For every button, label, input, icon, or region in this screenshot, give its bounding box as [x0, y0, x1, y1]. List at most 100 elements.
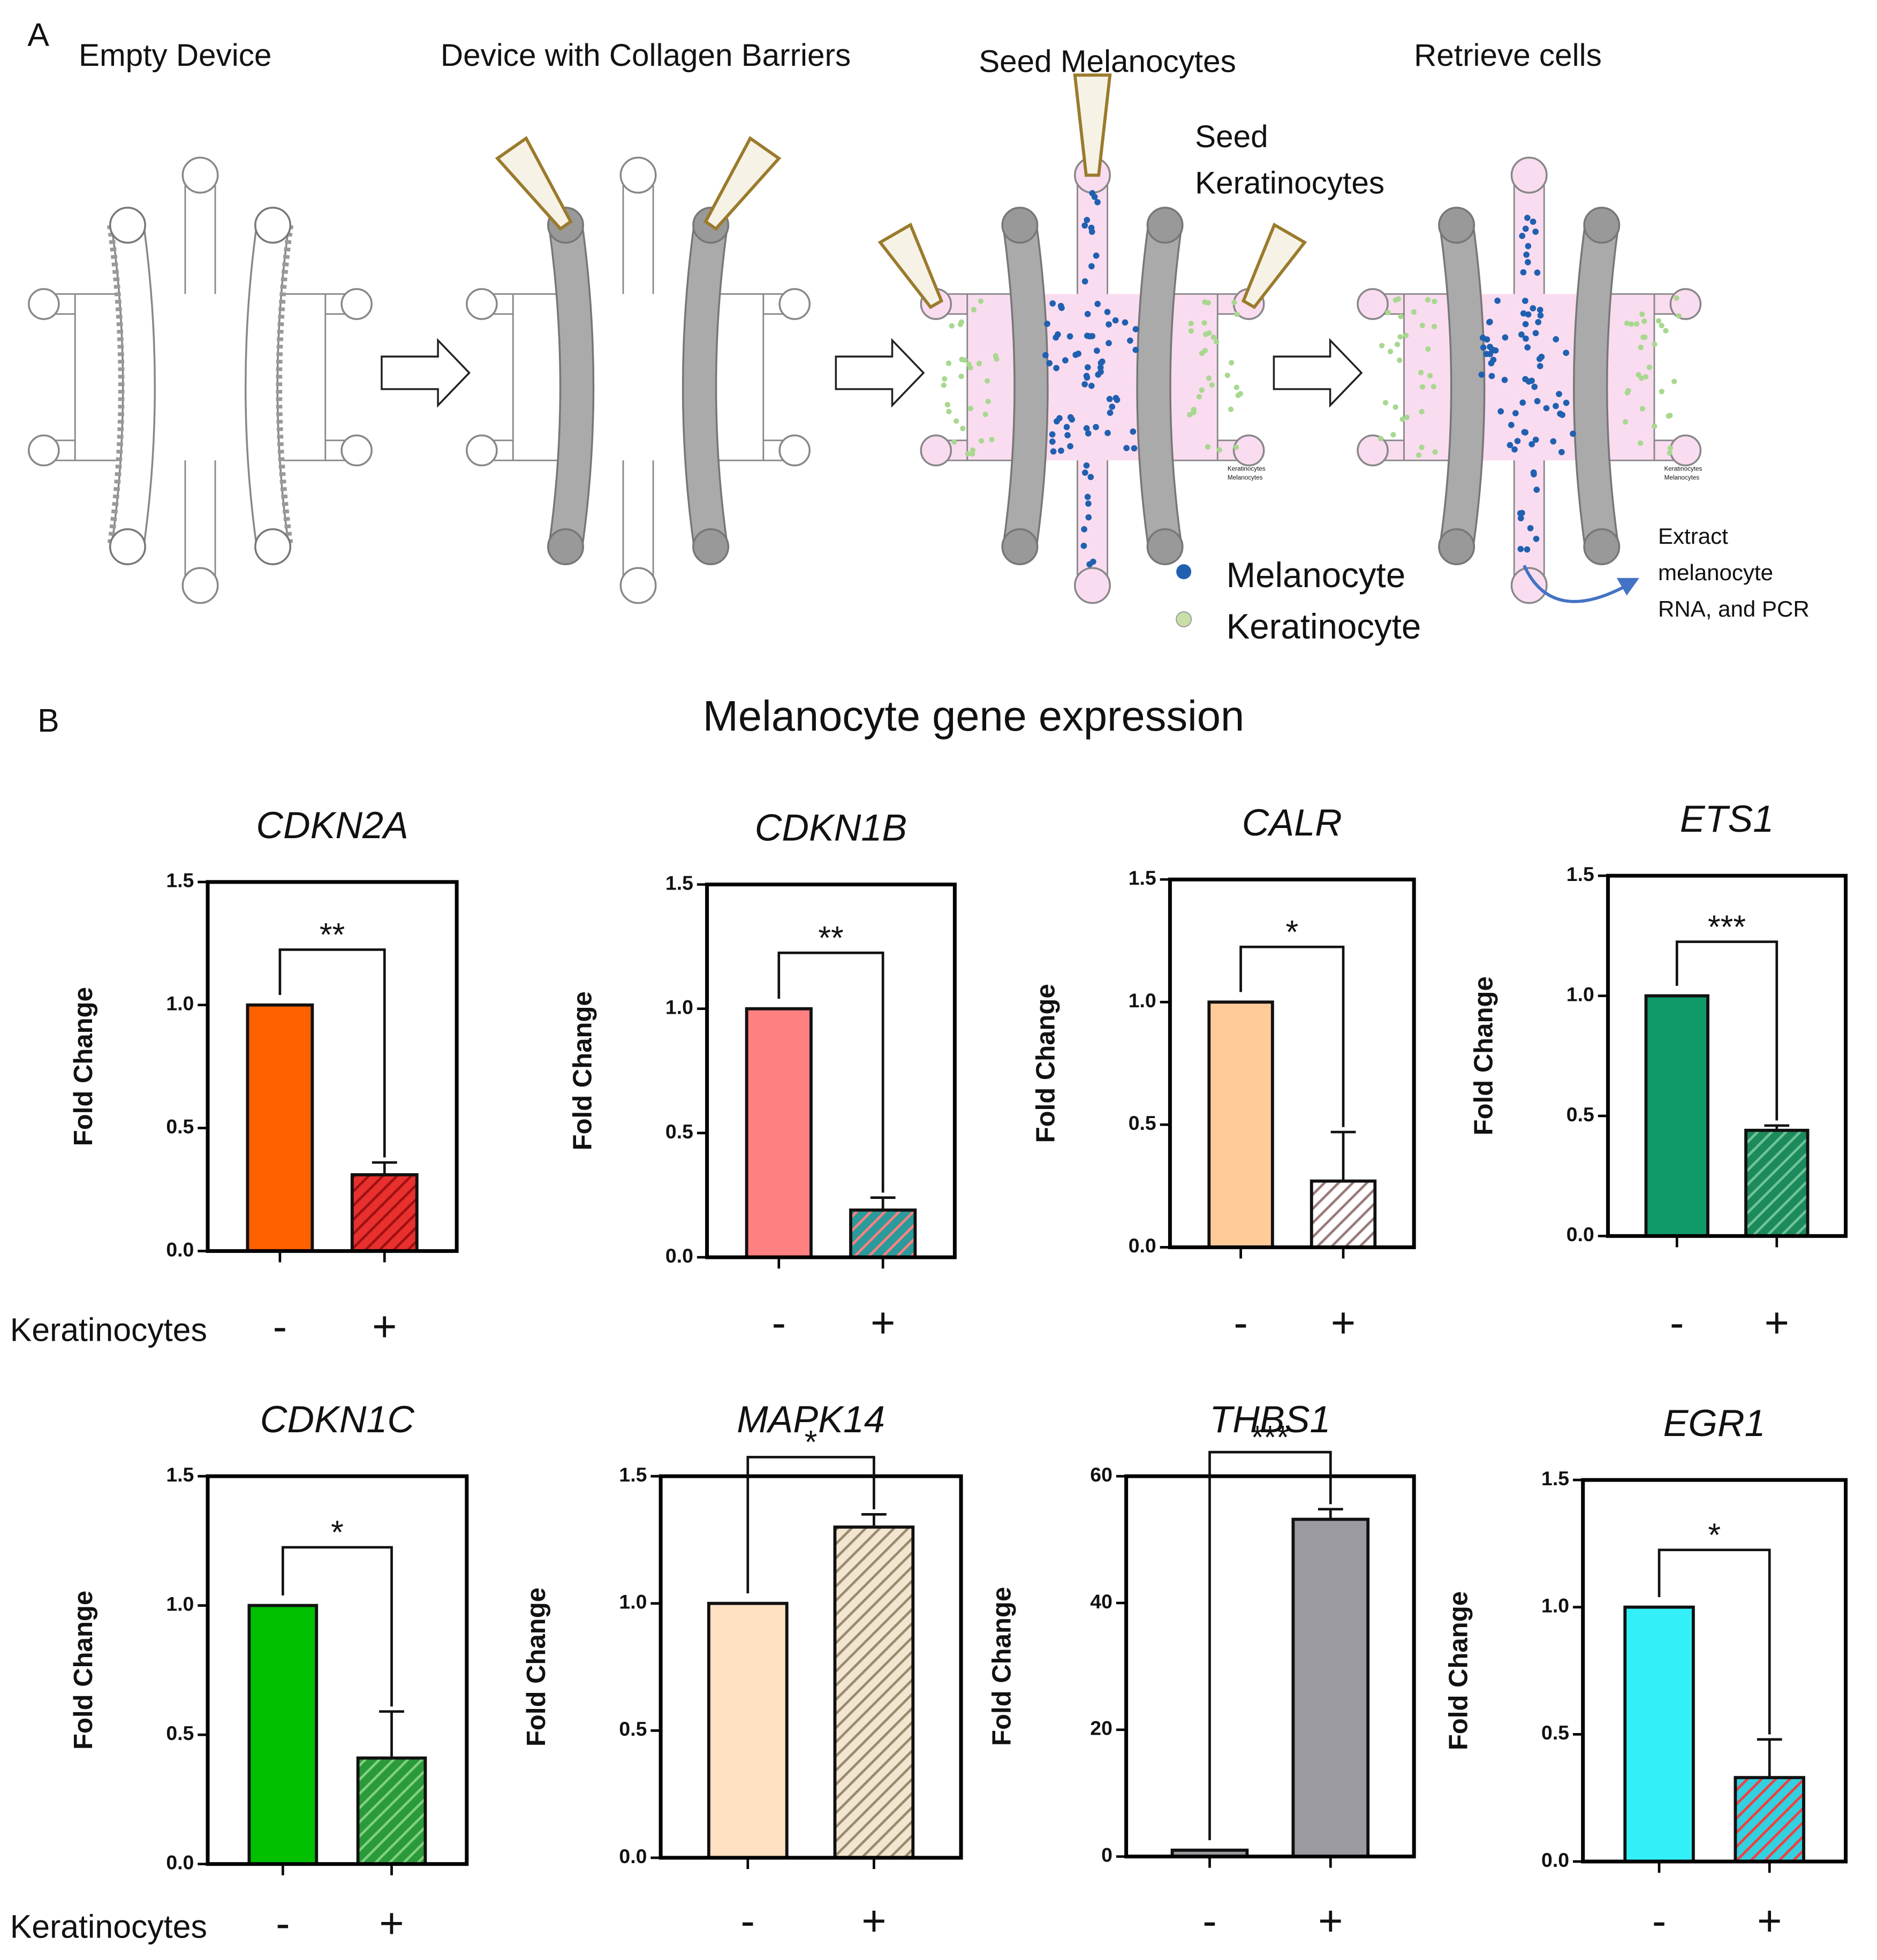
cell-dot [1394, 341, 1401, 347]
cell-dot [1638, 344, 1644, 351]
x-tick-label: + [861, 1897, 886, 1944]
y-tick-label: 40 [1090, 1590, 1112, 1613]
cell-dot [1191, 406, 1197, 413]
post-row [276, 224, 294, 548]
cell-dot [1530, 305, 1537, 312]
cell-dot [1081, 222, 1088, 229]
cell-dot [1558, 449, 1565, 455]
cell-dot [1063, 424, 1070, 430]
cell-dot [1517, 545, 1524, 552]
mini-legend: Keratinocytes [1664, 466, 1702, 473]
cell-dot [1659, 389, 1664, 394]
y-tick-label: 1.0 [166, 992, 194, 1015]
cell-dot [1057, 302, 1064, 309]
cell-dot [1385, 309, 1391, 316]
cell-dot [965, 451, 971, 457]
cell-dot [1210, 335, 1216, 340]
bar [745, 1007, 813, 1259]
x-tick-label: - [741, 1897, 755, 1944]
barrier [1004, 223, 1047, 549]
cell-dot [1517, 515, 1524, 522]
cell-dot [1088, 263, 1095, 270]
mini-legend: Melanocytes [1664, 474, 1700, 481]
note: melanocyte [1658, 560, 1773, 585]
cell-dot [1397, 334, 1403, 340]
port [1438, 528, 1475, 565]
cell-dot [946, 408, 952, 415]
cell-dot [1201, 320, 1207, 326]
cell-dot [1086, 333, 1093, 340]
y-axis-label: Fold Change [1031, 984, 1060, 1143]
cell-dot [1563, 399, 1570, 406]
port [1001, 207, 1039, 244]
bar [833, 1525, 915, 1859]
cell-dot [960, 426, 966, 431]
y-tick-label: 0.0 [166, 1851, 194, 1874]
cell-dot [1522, 376, 1528, 383]
cell-dot [1502, 334, 1509, 341]
significance-label: * [1285, 914, 1298, 950]
cell-dot [949, 323, 955, 329]
cell-dot [1104, 430, 1111, 436]
extract-arrow [1523, 565, 1628, 603]
cell-dot [1085, 430, 1092, 437]
cell-dot [976, 361, 982, 367]
cell-dot [1127, 337, 1133, 344]
cell-dot [969, 451, 975, 457]
bar [356, 1756, 427, 1866]
cell-dot [1398, 314, 1404, 320]
cell-dot [1507, 442, 1513, 449]
significance-label: ** [320, 916, 345, 953]
y-tick-label: 1.5 [619, 1463, 647, 1486]
significance-bracket [1239, 945, 1345, 1127]
port [619, 567, 657, 604]
cell-dot [994, 356, 1000, 362]
cell-dot [1652, 341, 1657, 347]
bar [849, 1208, 917, 1259]
y-tick-label: 1.0 [1566, 983, 1594, 1005]
cell-dot [1671, 378, 1677, 384]
x-tick-label: - [276, 1900, 290, 1947]
cell-dot [1550, 438, 1557, 445]
cell-dot [1089, 558, 1096, 565]
port [109, 207, 146, 244]
significance-bracket [1657, 1548, 1771, 1735]
cell-dot [1559, 412, 1565, 419]
cell-dot [989, 436, 995, 443]
cell-dot [1643, 374, 1649, 380]
y-axis-label: Fold Change [988, 1587, 1017, 1746]
cell-dot [1524, 215, 1531, 221]
cell-dot [1088, 224, 1095, 231]
significance-label: * [805, 1424, 818, 1460]
cell-dot [978, 438, 985, 444]
barrier [1441, 223, 1484, 549]
y-tick-label: 1.5 [1129, 867, 1156, 889]
bar [350, 1173, 419, 1253]
y-tick-label: 1.5 [166, 869, 194, 892]
chart-title: MAPK14 [737, 1399, 885, 1440]
cell-dot [1049, 300, 1056, 307]
cell-dot [1083, 373, 1090, 379]
cell-dot [1534, 269, 1541, 276]
cell-dot [1196, 394, 1202, 400]
cell-dot [1085, 514, 1092, 521]
port [254, 528, 292, 565]
note: Extract [1658, 523, 1728, 549]
port [109, 528, 146, 565]
y-axis-label: Fold Change [69, 1591, 98, 1750]
plot-frame [705, 883, 957, 1259]
cell-dot [1083, 462, 1090, 469]
cell-dot [1638, 375, 1645, 381]
chart-title: CALR [1242, 802, 1342, 844]
step-label: Seed [1195, 119, 1268, 154]
step-label: Device with Collagen Barriers [441, 38, 851, 73]
port [28, 288, 60, 320]
cell-dot [1638, 440, 1644, 446]
cell-dot [1419, 444, 1425, 450]
note: RNA, and PCR [1658, 596, 1810, 621]
chart-title: ETS1 [1680, 798, 1774, 840]
cell-dot [1107, 409, 1114, 416]
port [778, 288, 811, 320]
port [1357, 434, 1389, 467]
y-axis-label: Fold Change [1444, 1591, 1473, 1750]
